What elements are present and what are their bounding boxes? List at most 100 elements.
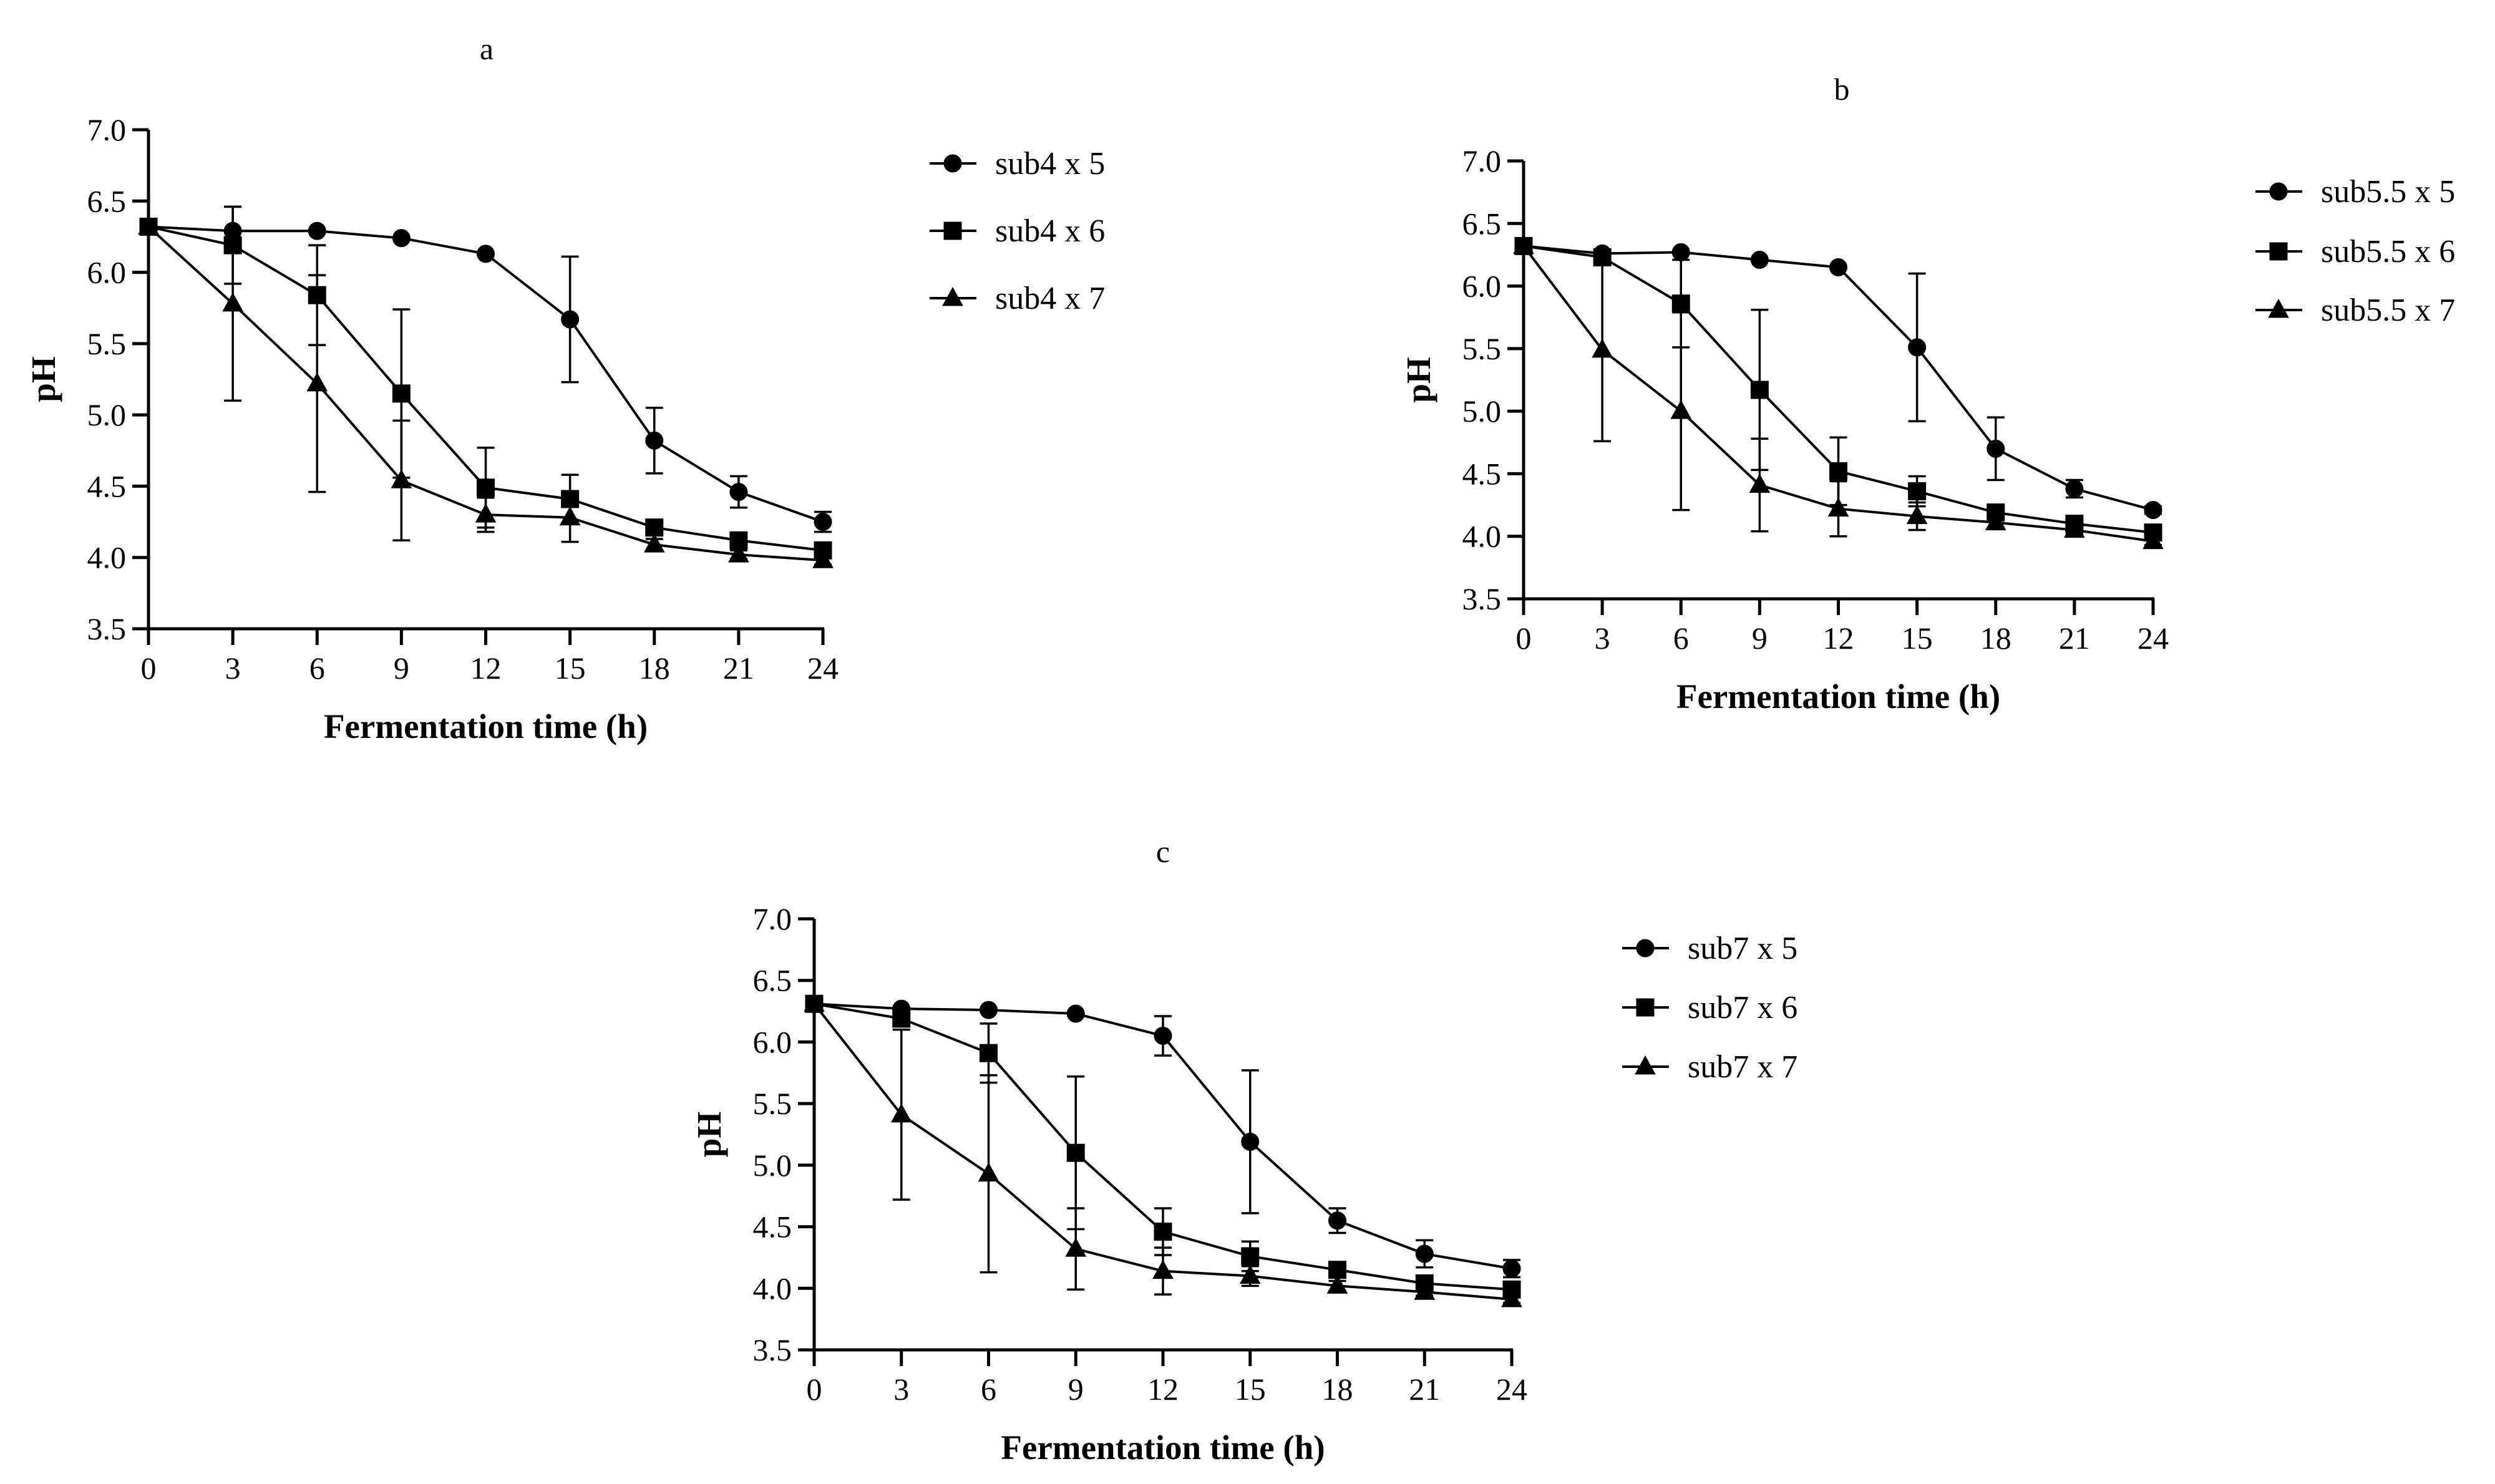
y-tick-label: 5.5 bbox=[87, 326, 127, 361]
data-point-circle bbox=[392, 229, 411, 248]
y-tick-label: 6.0 bbox=[753, 1024, 792, 1059]
data-point-circle bbox=[645, 431, 664, 450]
series-triangle bbox=[138, 205, 834, 568]
x-tick-label: 15 bbox=[555, 651, 586, 686]
data-point-triangle bbox=[890, 1103, 912, 1123]
legend-label: sub7 x 6 bbox=[1688, 990, 1797, 1026]
panel-label: a bbox=[480, 31, 494, 66]
legend-item: sub7 x 7 bbox=[1622, 1049, 1797, 1085]
legend-item: sub7 x 6 bbox=[1622, 990, 1797, 1026]
data-point-triangle bbox=[475, 503, 497, 523]
data-point-circle bbox=[477, 245, 495, 263]
data-point-circle bbox=[561, 310, 580, 329]
data-point-triangle bbox=[2142, 530, 2164, 550]
x-tick-label: 21 bbox=[2059, 621, 2090, 656]
data-point-square bbox=[392, 384, 411, 403]
y-axis-title: pH bbox=[1399, 357, 1437, 402]
x-tick-label: 15 bbox=[1235, 1372, 1266, 1407]
panel-label: b bbox=[1834, 72, 1850, 107]
x-tick-label: 24 bbox=[1496, 1372, 1527, 1407]
data-point-circle bbox=[1671, 243, 1690, 261]
legend-item: sub4 x 7 bbox=[930, 281, 1105, 316]
legend-marker-square bbox=[943, 221, 962, 240]
data-point-square bbox=[892, 1009, 911, 1028]
data-point-circle bbox=[1241, 1132, 1260, 1151]
data-point-circle bbox=[1415, 1244, 1434, 1263]
legend-label: sub7 x 7 bbox=[1688, 1049, 1797, 1085]
data-point-square bbox=[1829, 462, 1847, 480]
data-point-triangle bbox=[643, 533, 665, 553]
x-tick-label: 21 bbox=[723, 651, 754, 686]
data-point-circle bbox=[729, 483, 748, 502]
legend-item: sub5.5 x 6 bbox=[2255, 234, 2455, 269]
data-point-triangle bbox=[804, 992, 825, 1012]
x-tick-label: 3 bbox=[1595, 621, 1610, 656]
data-point-triangle bbox=[138, 215, 159, 235]
data-point-square bbox=[980, 1044, 998, 1062]
legend-marker-square bbox=[1636, 998, 1655, 1017]
data-point-square bbox=[1241, 1247, 1260, 1266]
data-point-circle bbox=[1066, 1004, 1085, 1023]
data-point-triangle bbox=[812, 549, 834, 568]
x-axis-title: Fermentation time (h) bbox=[324, 707, 648, 745]
data-point-circle bbox=[1829, 258, 1847, 276]
data-point-circle bbox=[1502, 1259, 1521, 1278]
y-axis-title: pH bbox=[24, 356, 62, 402]
x-tick-label: 6 bbox=[309, 651, 325, 686]
y-tick-label: 5.5 bbox=[1462, 331, 1502, 366]
data-point-triangle bbox=[728, 543, 749, 563]
x-tick-label: 12 bbox=[470, 651, 502, 686]
x-axis-title: Fermentation time (h) bbox=[1676, 677, 2000, 715]
y-tick-label: 4.0 bbox=[753, 1271, 792, 1306]
y-tick-label: 5.0 bbox=[753, 1148, 792, 1183]
data-point-circle bbox=[1328, 1211, 1346, 1230]
x-tick-label: 3 bbox=[893, 1372, 909, 1407]
x-tick-label: 24 bbox=[2138, 621, 2169, 656]
x-tick-label: 6 bbox=[1673, 621, 1689, 656]
data-point-triangle bbox=[1065, 1238, 1087, 1257]
legend-label: sub4 x 6 bbox=[995, 213, 1105, 249]
data-point-square bbox=[477, 478, 495, 497]
x-tick-label: 15 bbox=[1902, 621, 1933, 656]
data-point-circle bbox=[1154, 1027, 1172, 1045]
legend-item: sub4 x 5 bbox=[930, 146, 1105, 182]
y-tick-label: 7.0 bbox=[753, 901, 792, 936]
legend-marker-circle bbox=[1636, 939, 1655, 958]
y-tick-label: 4.0 bbox=[1462, 519, 1502, 554]
data-point-triangle bbox=[559, 506, 581, 526]
data-point-circle bbox=[308, 221, 326, 240]
x-tick-label: 12 bbox=[1823, 621, 1854, 656]
data-point-circle bbox=[980, 1001, 998, 1019]
y-tick-label: 5.5 bbox=[753, 1086, 792, 1121]
data-point-square bbox=[1066, 1143, 1085, 1162]
data-point-triangle bbox=[1749, 473, 1771, 493]
x-tick-label: 9 bbox=[394, 651, 409, 686]
legend-item: sub5.5 x 5 bbox=[2255, 174, 2455, 210]
legend-marker-triangle bbox=[1635, 1055, 1656, 1075]
data-point-circle bbox=[2065, 479, 2084, 498]
y-axis-title: pH bbox=[690, 1112, 728, 1157]
data-point-triangle bbox=[1906, 505, 1928, 525]
y-tick-label: 4.5 bbox=[87, 468, 127, 503]
legend-label: sub4 x 7 bbox=[995, 281, 1105, 316]
data-point-square bbox=[1750, 381, 1769, 399]
data-point-triangle bbox=[2064, 518, 2085, 538]
x-tick-label: 18 bbox=[1322, 1372, 1353, 1407]
data-point-triangle bbox=[1513, 235, 1534, 254]
legend-marker-circle bbox=[2269, 182, 2288, 201]
series-triangle bbox=[804, 992, 1522, 1307]
data-point-triangle bbox=[1152, 1259, 1174, 1279]
y-tick-label: 6.0 bbox=[1462, 269, 1502, 304]
x-tick-label: 24 bbox=[807, 651, 839, 686]
legend-marker-triangle bbox=[2268, 298, 2289, 318]
y-tick-label: 3.5 bbox=[1462, 581, 1502, 616]
y-tick-label: 5.0 bbox=[87, 397, 127, 432]
data-point-circle bbox=[1750, 250, 1769, 269]
y-tick-label: 3.5 bbox=[753, 1332, 792, 1367]
data-point-triangle bbox=[306, 372, 328, 392]
data-point-triangle bbox=[1239, 1264, 1261, 1284]
legend-label: sub5.5 x 7 bbox=[2321, 293, 2455, 328]
data-point-circle bbox=[1908, 338, 1927, 357]
x-tick-label: 3 bbox=[225, 651, 241, 686]
y-tick-label: 6.5 bbox=[1462, 206, 1502, 241]
